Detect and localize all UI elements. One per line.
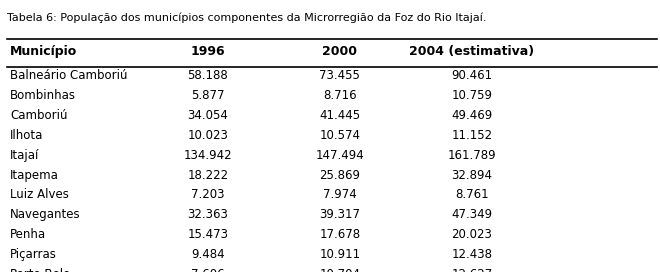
Text: 147.494: 147.494: [315, 149, 364, 162]
Text: Itapema: Itapema: [10, 169, 59, 182]
Text: 12.627: 12.627: [451, 268, 492, 272]
Text: 11.152: 11.152: [451, 129, 492, 142]
Text: 41.445: 41.445: [319, 109, 360, 122]
Text: 8.761: 8.761: [455, 188, 488, 202]
Text: Luiz Alves: Luiz Alves: [10, 188, 69, 202]
Text: 73.455: 73.455: [319, 69, 360, 82]
Text: 10.023: 10.023: [187, 129, 228, 142]
Text: 2000: 2000: [322, 45, 358, 58]
Text: 12.438: 12.438: [451, 248, 492, 261]
Text: Bombinhas: Bombinhas: [10, 89, 76, 102]
Text: 47.349: 47.349: [451, 208, 492, 221]
Text: 58.188: 58.188: [187, 69, 228, 82]
Text: 18.222: 18.222: [187, 169, 228, 182]
Text: 32.894: 32.894: [451, 169, 492, 182]
Text: 25.869: 25.869: [319, 169, 360, 182]
Text: 20.023: 20.023: [451, 228, 492, 241]
Text: Porto Belo: Porto Belo: [10, 268, 70, 272]
Text: 39.317: 39.317: [319, 208, 360, 221]
Text: Tabela 6: População dos municípios componentes da Microrregião da Foz do Rio Ita: Tabela 6: População dos municípios compo…: [7, 12, 486, 23]
Text: 8.716: 8.716: [323, 89, 356, 102]
Text: 15.473: 15.473: [187, 228, 228, 241]
Text: Piçarras: Piçarras: [10, 248, 57, 261]
Text: 17.678: 17.678: [319, 228, 360, 241]
Text: 9.484: 9.484: [191, 248, 224, 261]
Text: 7.203: 7.203: [191, 188, 224, 202]
Text: 161.789: 161.789: [447, 149, 496, 162]
Text: 7.606: 7.606: [191, 268, 224, 272]
Text: 1996: 1996: [191, 45, 225, 58]
Text: 134.942: 134.942: [183, 149, 232, 162]
Text: 10.704: 10.704: [319, 268, 360, 272]
Text: 10.911: 10.911: [319, 248, 360, 261]
Text: Navegantes: Navegantes: [10, 208, 81, 221]
Text: 49.469: 49.469: [451, 109, 492, 122]
Text: 5.877: 5.877: [191, 89, 224, 102]
Text: Camboriú: Camboriú: [10, 109, 67, 122]
Text: Penha: Penha: [10, 228, 46, 241]
Text: 90.461: 90.461: [451, 69, 492, 82]
Text: Ilhota: Ilhota: [10, 129, 44, 142]
Text: 34.054: 34.054: [187, 109, 228, 122]
Text: 2004 (estimativa): 2004 (estimativa): [409, 45, 535, 58]
Text: Itajaí: Itajaí: [10, 149, 40, 162]
Text: Balneário Camboriú: Balneário Camboriú: [10, 69, 127, 82]
Text: 7.974: 7.974: [323, 188, 357, 202]
Text: 10.574: 10.574: [319, 129, 360, 142]
Text: Município: Município: [10, 45, 77, 58]
Text: 32.363: 32.363: [187, 208, 228, 221]
Text: 10.759: 10.759: [451, 89, 492, 102]
